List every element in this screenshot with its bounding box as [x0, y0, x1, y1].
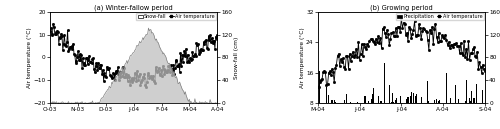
- Bar: [469, 98, 470, 103]
- Legend: Precipitation, Air temperature: Precipitation, Air temperature: [396, 13, 484, 21]
- Bar: [464, 101, 466, 103]
- Bar: [388, 85, 390, 103]
- Bar: [413, 93, 414, 103]
- Bar: [371, 99, 372, 103]
- Bar: [416, 94, 418, 103]
- Bar: [393, 102, 394, 103]
- Bar: [334, 100, 335, 103]
- Bar: [471, 91, 472, 103]
- Bar: [470, 102, 471, 103]
- Bar: [410, 92, 412, 103]
- Bar: [458, 99, 459, 103]
- Bar: [335, 102, 336, 103]
- Bar: [466, 80, 467, 103]
- Bar: [392, 93, 393, 103]
- Bar: [368, 101, 369, 103]
- Bar: [346, 94, 347, 103]
- Y-axis label: Air temperature (°C): Air temperature (°C): [300, 27, 304, 88]
- Title: (a) Winter-fallow period: (a) Winter-fallow period: [94, 5, 173, 11]
- Bar: [434, 100, 435, 103]
- Bar: [427, 81, 428, 103]
- Bar: [446, 73, 447, 103]
- Bar: [364, 96, 366, 103]
- Bar: [372, 94, 374, 103]
- Bar: [357, 102, 358, 103]
- Bar: [326, 87, 327, 103]
- Legend: Snow-fall, Air temperature: Snow-fall, Air temperature: [136, 13, 216, 21]
- Bar: [482, 90, 484, 103]
- Bar: [438, 101, 440, 103]
- Bar: [391, 102, 392, 103]
- Bar: [420, 96, 422, 103]
- Y-axis label: Air temperature (°C): Air temperature (°C): [27, 27, 32, 88]
- Bar: [450, 98, 452, 103]
- Bar: [328, 95, 329, 103]
- Bar: [381, 101, 382, 103]
- Bar: [378, 96, 379, 103]
- Bar: [415, 96, 416, 103]
- Bar: [400, 96, 401, 103]
- Bar: [406, 99, 408, 103]
- Bar: [380, 101, 381, 103]
- Bar: [436, 99, 437, 103]
- Y-axis label: Snow-fall (cm): Snow-fall (cm): [234, 36, 239, 79]
- Bar: [384, 63, 386, 103]
- Bar: [396, 98, 398, 103]
- Bar: [428, 101, 430, 103]
- Bar: [454, 85, 456, 103]
- Title: (b) Growing period: (b) Growing period: [370, 5, 432, 11]
- Bar: [350, 102, 352, 103]
